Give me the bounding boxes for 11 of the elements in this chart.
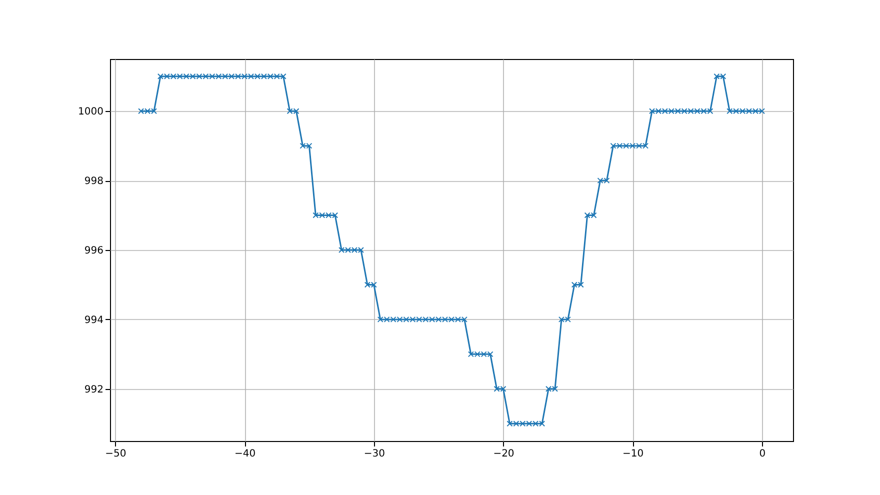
- x-tick-label: −30: [364, 448, 385, 460]
- x-tick-label: −20: [493, 448, 514, 460]
- y-tick-label: 996: [84, 246, 104, 256]
- y-tick-label: 1000: [78, 106, 104, 118]
- x-tick-label: −10: [622, 448, 644, 460]
- x-tick-label: −50: [105, 448, 126, 460]
- y-tick-label: 998: [84, 176, 104, 188]
- x-tick-label: −40: [234, 448, 256, 460]
- x-tick-label: 0: [759, 448, 766, 460]
- y-tick-label: 994: [84, 314, 104, 326]
- y-tick-label: 992: [84, 384, 104, 396]
